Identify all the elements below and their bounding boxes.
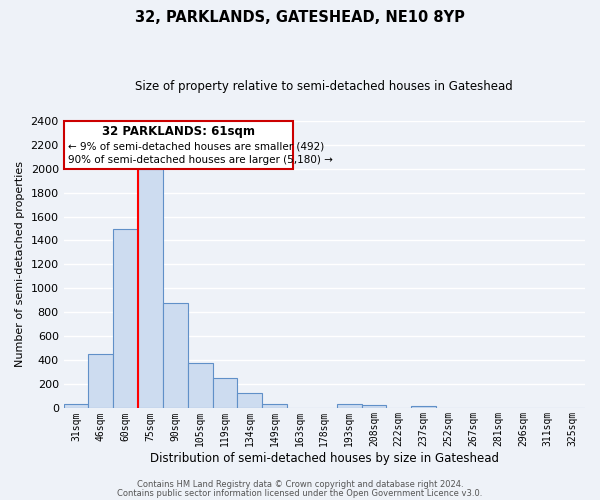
Bar — [113, 228, 138, 408]
Bar — [88, 354, 113, 408]
Text: Contains public sector information licensed under the Open Government Licence v3: Contains public sector information licen… — [118, 488, 482, 498]
Bar — [362, 405, 386, 408]
Text: Contains HM Land Registry data © Crown copyright and database right 2024.: Contains HM Land Registry data © Crown c… — [137, 480, 463, 489]
Bar — [411, 406, 436, 408]
Bar — [262, 404, 287, 408]
Text: ← 9% of semi-detached houses are smaller (492): ← 9% of semi-detached houses are smaller… — [68, 142, 325, 152]
Bar — [64, 404, 88, 408]
Bar — [138, 168, 163, 408]
Bar — [188, 364, 212, 408]
Bar — [337, 404, 362, 408]
X-axis label: Distribution of semi-detached houses by size in Gateshead: Distribution of semi-detached houses by … — [150, 452, 499, 465]
Text: 90% of semi-detached houses are larger (5,180) →: 90% of semi-detached houses are larger (… — [68, 154, 334, 164]
Bar — [163, 303, 188, 408]
Bar — [212, 378, 238, 408]
Title: Size of property relative to semi-detached houses in Gateshead: Size of property relative to semi-detach… — [136, 80, 513, 93]
Bar — [238, 393, 262, 408]
Text: 32 PARKLANDS: 61sqm: 32 PARKLANDS: 61sqm — [102, 124, 255, 138]
Text: 32, PARKLANDS, GATESHEAD, NE10 8YP: 32, PARKLANDS, GATESHEAD, NE10 8YP — [135, 10, 465, 25]
Y-axis label: Number of semi-detached properties: Number of semi-detached properties — [15, 162, 25, 368]
